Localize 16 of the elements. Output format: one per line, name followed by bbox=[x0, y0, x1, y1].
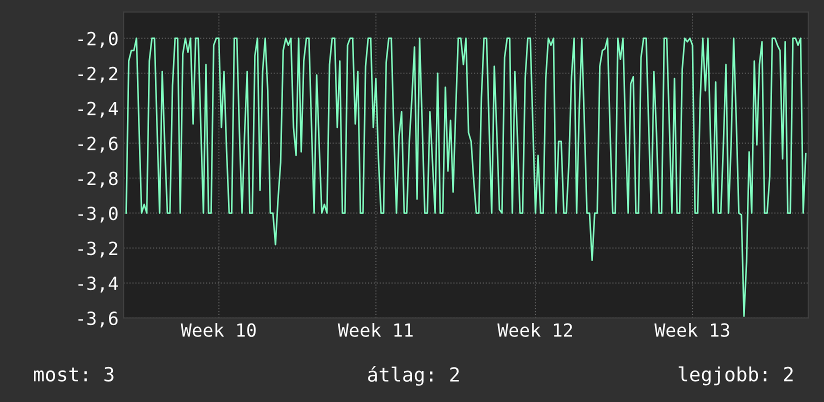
y-tick-label: -3,2 bbox=[78, 242, 118, 258]
y-tick-label: -3,6 bbox=[78, 311, 118, 328]
x-tick-label: Week 11 bbox=[338, 322, 413, 337]
y-tick-label: -3,0 bbox=[78, 206, 118, 223]
y-tick-label: -2,6 bbox=[78, 136, 118, 153]
x-tick-label: Week 12 bbox=[497, 322, 572, 337]
y-tick-label: -2,0 bbox=[78, 32, 118, 48]
text: most: 3 bbox=[34, 366, 114, 382]
y-tick-label: -2,8 bbox=[78, 172, 118, 188]
y-tick-label: -3,4 bbox=[78, 276, 118, 292]
text: átlag: 2 bbox=[368, 366, 459, 386]
x-tick-label: Week 13 bbox=[654, 322, 730, 337]
y-tick-label: -2,4 bbox=[78, 102, 118, 118]
text: legjobb: 2 bbox=[678, 366, 793, 386]
y-tick-label: -2,2 bbox=[78, 66, 118, 83]
x-tick-label: Week 10 bbox=[180, 322, 256, 337]
